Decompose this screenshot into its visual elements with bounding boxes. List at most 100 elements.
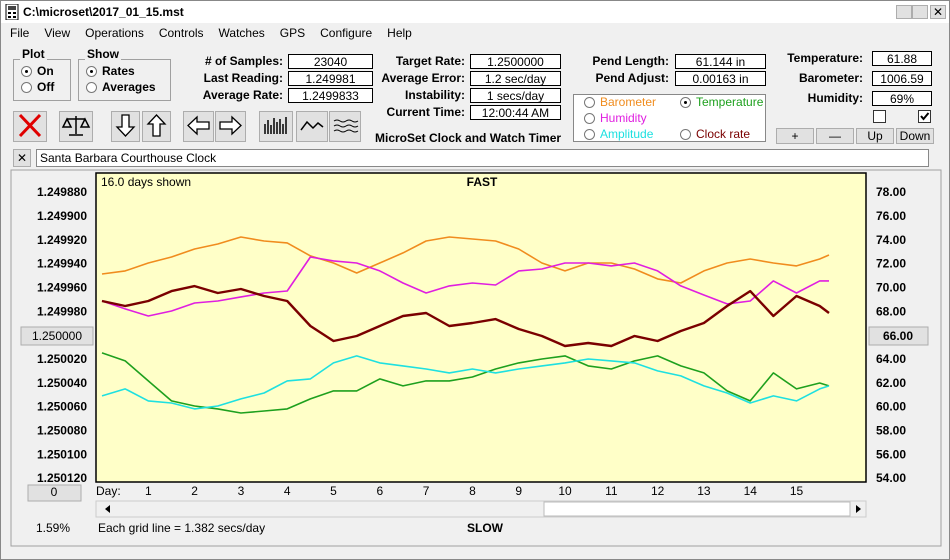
bars-icon xyxy=(264,117,287,134)
clear-name-button[interactable]: ✕ xyxy=(13,149,31,167)
offset-button-label[interactable]: 0 xyxy=(51,485,58,499)
down-button[interactable] xyxy=(111,111,140,142)
menu-item[interactable]: Operations xyxy=(85,26,144,40)
y-tick-label: 1.250000 xyxy=(32,329,82,343)
radio-button[interactable] xyxy=(86,82,97,93)
field-label: # of Samples: xyxy=(204,54,283,68)
wave-button[interactable] xyxy=(296,111,328,142)
field-label: Barometer: xyxy=(798,71,863,85)
radio-button[interactable] xyxy=(21,82,32,93)
radio-label[interactable]: Off xyxy=(37,80,55,94)
y2-tick-label: 58.00 xyxy=(876,424,906,438)
grid-note: Each grid line = 1.382 secs/day xyxy=(98,521,265,535)
clock-name-field[interactable]: Santa Barbara Courthouse Clock xyxy=(36,149,929,167)
adjust-button[interactable]: — xyxy=(816,128,854,144)
x-tick-label: 4 xyxy=(284,484,291,498)
scroll-thumb[interactable] xyxy=(543,501,851,517)
bottom-title: SLOW xyxy=(467,521,504,535)
app-name: MicroSet Clock and Watch Timer xyxy=(375,131,562,145)
series-legend-label[interactable]: Clock rate xyxy=(696,127,751,141)
series-legend-label[interactable]: Temperature xyxy=(696,95,764,109)
series-radio[interactable] xyxy=(584,97,595,108)
plot-group-title: Plot xyxy=(20,47,47,61)
minimize-button[interactable] xyxy=(896,5,912,19)
left-button[interactable] xyxy=(183,111,214,142)
x-tick-label: 14 xyxy=(744,484,758,498)
x-tick-label: 3 xyxy=(238,484,245,498)
balance-button[interactable] xyxy=(59,111,93,142)
series-line xyxy=(101,236,830,284)
series-radio[interactable] xyxy=(584,113,595,124)
radio-label[interactable]: Rates xyxy=(102,64,135,78)
radio-label[interactable]: On xyxy=(37,64,54,78)
close-button[interactable]: ✕ xyxy=(930,5,946,19)
y2-tick-label: 70.00 xyxy=(876,281,906,295)
status-percent: 1.59% xyxy=(36,521,70,535)
adjust-button[interactable]: Down xyxy=(896,128,934,144)
bars-button[interactable] xyxy=(259,111,293,142)
y-tick-label: 1.249980 xyxy=(37,304,87,318)
x-tick-label: 6 xyxy=(376,484,383,498)
y-center-button[interactable] xyxy=(20,326,94,346)
y2-center-button[interactable] xyxy=(868,326,929,346)
series-radio[interactable] xyxy=(680,129,691,140)
y-tick-label: 1.250100 xyxy=(37,447,87,461)
field-value: 61.88 xyxy=(872,51,932,66)
field-value: 61.144 in xyxy=(675,54,766,69)
show-group-title: Show xyxy=(85,47,121,61)
stop-button[interactable] xyxy=(13,111,47,142)
series-legend-label[interactable]: Humidity xyxy=(600,111,647,125)
checkbox[interactable] xyxy=(918,110,931,123)
offset-button[interactable] xyxy=(27,484,82,502)
field-value: 12:00:44 AM xyxy=(470,105,561,120)
series-line xyxy=(101,352,830,414)
wave-icon xyxy=(300,120,324,131)
show-group xyxy=(78,59,171,101)
y2-tick-label: 78.00 xyxy=(876,185,906,199)
y-tick-label: 1.250120 xyxy=(37,471,87,485)
y2-tick-label: 64.00 xyxy=(876,352,906,366)
field-value: 1.249981 xyxy=(288,71,373,86)
field-label: Target Rate: xyxy=(395,54,465,68)
radio-label[interactable]: Averages xyxy=(102,80,156,94)
field-label: Average Rate: xyxy=(202,88,283,102)
series-legend-label[interactable]: Barometer xyxy=(600,95,657,109)
chart-title: FAST xyxy=(467,175,498,189)
radio-button[interactable] xyxy=(21,66,32,77)
field-value: 1.2500000 xyxy=(470,54,561,69)
x-tick-label: 5 xyxy=(330,484,337,498)
series-selector xyxy=(573,94,766,142)
maximize-button[interactable] xyxy=(912,5,928,19)
field-value: 1.2499833 xyxy=(288,88,373,103)
menu-item[interactable]: Watches xyxy=(218,26,265,40)
menu-item[interactable]: Controls xyxy=(158,26,204,40)
menu-item[interactable]: Help xyxy=(387,26,412,40)
checkbox[interactable] xyxy=(873,110,886,123)
app-icon xyxy=(5,4,19,20)
radio-button[interactable] xyxy=(86,66,97,77)
adjust-button[interactable]: Up xyxy=(856,128,894,144)
right-button[interactable] xyxy=(215,111,246,142)
right-icon xyxy=(219,115,242,136)
lines-button[interactable] xyxy=(329,111,361,142)
x-tick-label: 12 xyxy=(651,484,665,498)
up-button[interactable] xyxy=(142,111,171,142)
up-icon xyxy=(146,114,167,137)
check-mark xyxy=(920,112,930,121)
series-radio[interactable] xyxy=(680,97,691,108)
field-label: Current Time: xyxy=(386,105,465,119)
stop-icon xyxy=(18,113,42,138)
menu-item[interactable]: File xyxy=(10,26,30,40)
menu-item[interactable]: Configure xyxy=(320,26,373,40)
menu-item[interactable]: View xyxy=(44,26,71,40)
menu-item[interactable]: GPS xyxy=(279,26,306,40)
scroll-left[interactable] xyxy=(105,505,110,513)
series-radio[interactable] xyxy=(584,129,595,140)
y-tick-label: 1.249880 xyxy=(37,185,87,199)
series-legend-label[interactable]: Amplitude xyxy=(600,127,654,141)
adjust-button[interactable]: + xyxy=(776,128,814,144)
scroll-right[interactable] xyxy=(856,505,861,513)
down-icon xyxy=(115,114,136,137)
x-tick-label: 15 xyxy=(790,484,804,498)
field-label: Instability: xyxy=(404,88,465,102)
